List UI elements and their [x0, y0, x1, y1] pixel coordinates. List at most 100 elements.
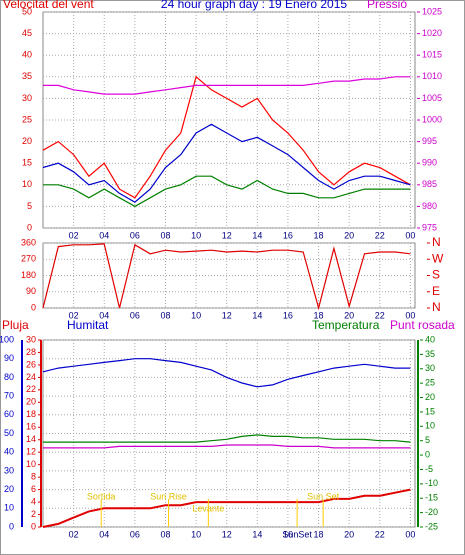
x-tick-label: 14 — [252, 529, 262, 539]
y-tick-label: 270 — [21, 254, 36, 264]
annotation: SunSet — [282, 529, 312, 539]
y-tick-label: 90 — [4, 353, 14, 363]
y-tick-label: 180 — [21, 270, 36, 280]
y-tick-label: 80 — [4, 372, 14, 382]
y-tick-label: 0 — [27, 222, 32, 232]
y-tick-label: 10 — [22, 179, 32, 189]
x-tick-label: 00 — [405, 529, 415, 539]
y-tick-label: 30 — [4, 465, 14, 475]
y3-tick-label: 10 — [26, 459, 36, 469]
y-tick-label: 40 — [4, 447, 14, 457]
series-line — [42, 358, 411, 388]
y2-tick-label: E — [432, 284, 440, 298]
y2-tick-label: 1020 — [422, 28, 442, 38]
y2-tick-label: 1025 — [422, 6, 442, 16]
series-line — [42, 488, 411, 528]
x-tick-label: 00 — [405, 230, 415, 240]
x-tick-label: 22 — [375, 310, 385, 320]
x-tick-label: 10 — [191, 529, 201, 539]
y2-tick-label: -20 — [425, 507, 438, 517]
y2-tick-label: 990 — [422, 158, 437, 168]
y2-tick-label: 5 — [425, 435, 430, 445]
y2-tick-label: 15 — [425, 406, 435, 416]
y3-tick-label: 2 — [31, 509, 36, 519]
y-tick-label: 45 — [22, 28, 32, 38]
x-tick-label: 14 — [252, 310, 262, 320]
x-tick-label: 14 — [252, 230, 262, 240]
x-tick-label: 08 — [160, 230, 170, 240]
y2-tick-label: 0 — [425, 449, 430, 459]
series-line — [43, 76, 411, 95]
x-tick-label: 16 — [283, 529, 293, 539]
y-tick-label: 0 — [31, 302, 36, 312]
x-tick-label: 08 — [160, 310, 170, 320]
series-line — [42, 123, 411, 203]
y-tick-label: 0 — [9, 521, 14, 531]
x-tick-label: 06 — [130, 230, 140, 240]
y3-tick-label: 18 — [26, 409, 36, 419]
x-tick-label: 04 — [99, 230, 109, 240]
x-tick-label: 02 — [69, 310, 79, 320]
y3-tick-label: 20 — [26, 397, 36, 407]
y-tick-label: 60 — [4, 409, 14, 419]
y-tick-label: 30 — [22, 93, 32, 103]
x-tick-label: 10 — [191, 310, 201, 320]
x-tick-label: 22 — [375, 230, 385, 240]
y3-tick-label: 28 — [26, 347, 36, 357]
y-tick-label: 20 — [22, 136, 32, 146]
y3-tick-label: 26 — [26, 359, 36, 369]
annotation: Sun Rise — [150, 491, 187, 501]
y2-tick-label: -15 — [425, 493, 438, 503]
x-tick-label: 04 — [99, 529, 109, 539]
y2-tick-label: 1015 — [422, 50, 442, 60]
y-tick-label: 10 — [4, 503, 14, 513]
y2-tick-label: 35 — [425, 349, 435, 359]
x-tick-label: 12 — [222, 230, 232, 240]
y3-tick-label: 16 — [26, 422, 36, 432]
y2-tick-label: S — [432, 268, 440, 282]
y-tick-label: 100 — [0, 334, 14, 344]
x-tick-label: 04 — [99, 310, 109, 320]
y2-tick-label: -25 — [425, 521, 438, 531]
x-tick-label: 06 — [130, 310, 140, 320]
series-line — [43, 444, 411, 449]
y2-tick-label: -10 — [425, 478, 438, 488]
y2-tick-label: 1005 — [422, 93, 442, 103]
x-tick-label: 18 — [314, 529, 324, 539]
y2-tick-label: 995 — [422, 136, 437, 146]
y2-tick-label: -5 — [425, 464, 433, 474]
y2-tick-label: 1010 — [422, 71, 442, 81]
y3-tick-label: 30 — [26, 334, 36, 344]
y3-tick-label: 12 — [26, 447, 36, 457]
x-tick-label: 12 — [222, 310, 232, 320]
annotation: Sortida — [87, 491, 116, 501]
annotation: Levante — [192, 503, 224, 513]
y-axis-label: Velocitat del vent — [3, 0, 94, 11]
series-line — [42, 243, 411, 311]
x-tick-label: 02 — [69, 529, 79, 539]
y2-tick-label: 980 — [422, 201, 437, 211]
y-tick-label: 25 — [22, 114, 32, 124]
x-tick-label: 00 — [405, 310, 415, 320]
y2-axis-label: Pressió — [367, 0, 407, 11]
y2-tick-label: 25 — [425, 378, 435, 388]
legend-entry: Pluja — [2, 318, 29, 332]
x-tick-label: 20 — [344, 529, 354, 539]
y2-tick-label: 30 — [425, 363, 435, 373]
series-line — [43, 175, 411, 208]
y-tick-label: 70 — [4, 390, 14, 400]
y-tick-label: 40 — [22, 50, 32, 60]
y2-tick-label: 40 — [425, 334, 435, 344]
x-tick-label: 18 — [314, 310, 324, 320]
x-tick-label: 10 — [191, 230, 201, 240]
x-tick-label: 16 — [283, 310, 293, 320]
chart-title: 24 hour graph day : 19 Enero 2015 — [161, 0, 347, 11]
x-tick-label: 16 — [283, 230, 293, 240]
annotation: Sun Set — [307, 491, 340, 501]
y-tick-label: 35 — [22, 71, 32, 81]
x-tick-label: 08 — [160, 529, 170, 539]
y2-tick-label: W — [432, 251, 444, 265]
y2-tick-label: 10 — [425, 421, 435, 431]
x-tick-label: 12 — [222, 529, 232, 539]
legend-entry: Humitat — [67, 318, 109, 332]
